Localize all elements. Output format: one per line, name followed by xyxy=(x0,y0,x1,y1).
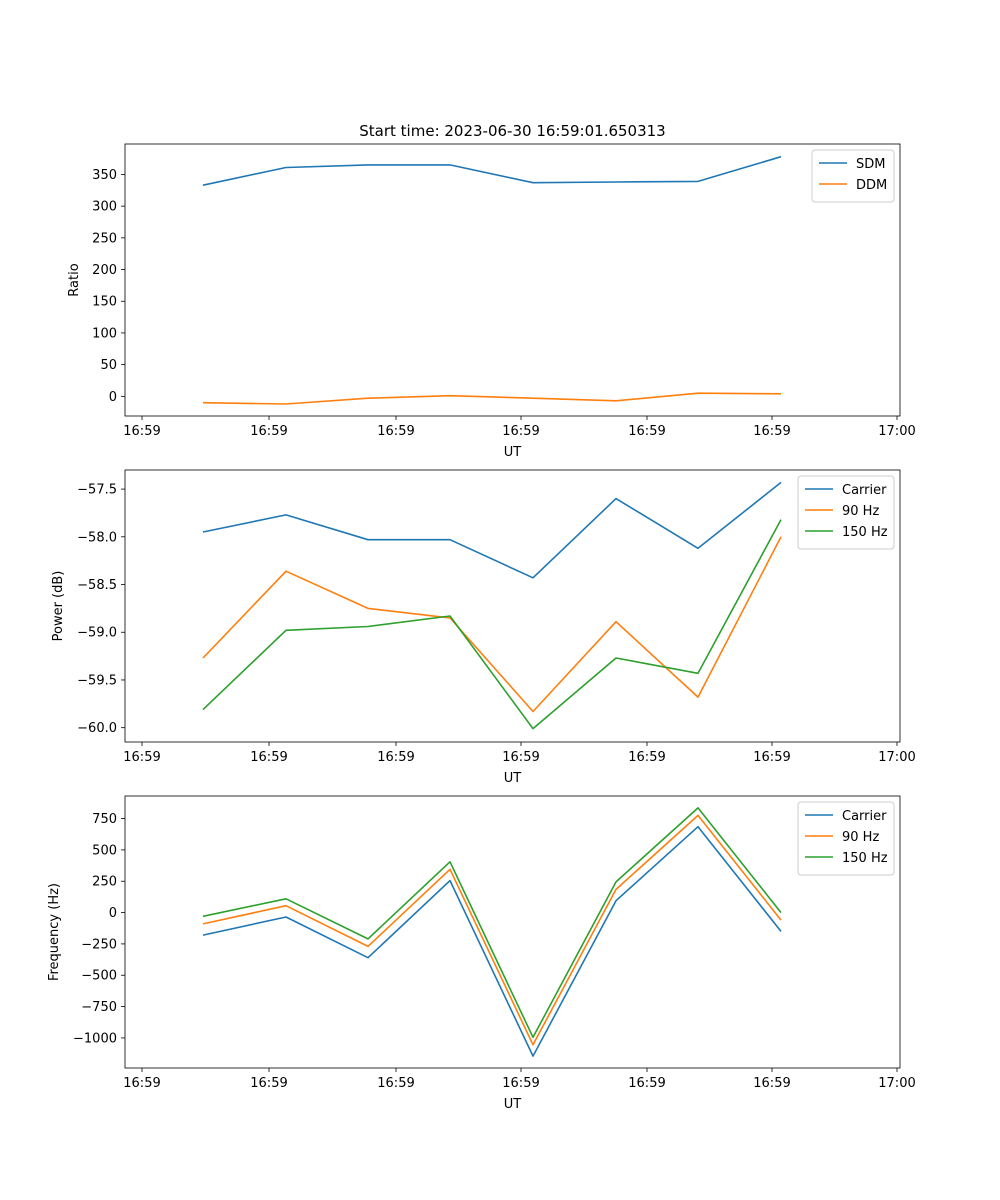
series-line-carrier xyxy=(202,481,782,579)
series-line-sdm xyxy=(202,155,782,186)
series-line-150-hz xyxy=(202,807,782,1039)
y-axis-label: Ratio xyxy=(67,263,82,296)
y-tick-label: −500 xyxy=(81,969,117,984)
y-tick-label: 250 xyxy=(92,231,117,246)
x-tick-label: 16:59 xyxy=(502,1076,539,1091)
x-tick-label: 16:59 xyxy=(123,750,160,765)
legend-label: Carrier xyxy=(842,483,887,498)
y-tick-label: −1000 xyxy=(73,1031,117,1046)
x-axis-label: UT xyxy=(504,1097,522,1112)
y-tick-label: −59.0 xyxy=(77,626,117,641)
x-tick-label: 16:59 xyxy=(753,1076,790,1091)
legend-label: DDM xyxy=(856,178,887,193)
y-tick-label: 750 xyxy=(92,812,117,827)
axes-frame xyxy=(124,143,901,417)
x-tick-label: 16:59 xyxy=(377,750,414,765)
y-tick-label: 100 xyxy=(92,326,117,341)
ratio-subplot: 16:59 16:59 16:59 16:59 16:59 16:59 17:00 UT 0 50… xyxy=(67,143,916,460)
x-tick-label: 16:59 xyxy=(628,750,665,765)
y-tick-label: −60.0 xyxy=(77,721,117,736)
x-tick-label: 16:59 xyxy=(377,424,414,439)
x-tick-label: 16:59 xyxy=(628,1076,665,1091)
axes-frame xyxy=(124,795,901,1069)
x-tick-label: 16:59 xyxy=(123,1076,160,1091)
axes-frame xyxy=(124,469,901,743)
x-tick-label: 16:59 xyxy=(250,424,287,439)
power-subplot: 16:59 16:59 16:59 16:59 16:59 16:59 17:00 UT −60… xyxy=(51,469,916,786)
x-tick-label: 16:59 xyxy=(123,424,160,439)
x-tick-label: 16:59 xyxy=(502,424,539,439)
y-tick-label: −750 xyxy=(81,1000,117,1015)
x-tick-label: 16:59 xyxy=(502,750,539,765)
y-tick-label: 150 xyxy=(92,295,117,310)
legend-label: 150 Hz xyxy=(842,851,888,866)
y-tick-label: 0 xyxy=(109,390,117,405)
y-tick-label: 350 xyxy=(92,168,117,183)
x-tick-label: 17:00 xyxy=(878,424,915,439)
x-tick-label: 17:00 xyxy=(878,750,915,765)
y-tick-label: 50 xyxy=(100,358,117,373)
legend-label: 150 Hz xyxy=(842,525,888,540)
legend-label: SDM xyxy=(856,157,885,172)
x-axis-label: UT xyxy=(504,771,522,786)
series-line-ddm xyxy=(202,392,782,405)
y-tick-label: 0 xyxy=(109,906,117,921)
x-tick-label: 16:59 xyxy=(250,750,287,765)
figure-title: Start time: 2023-06-30 16:59:01.650313 xyxy=(359,122,665,140)
y-tick-label: −58.5 xyxy=(77,578,117,593)
x-tick-label: 16:59 xyxy=(250,1076,287,1091)
y-tick-label: −58.0 xyxy=(77,530,117,545)
y-tick-label: −57.5 xyxy=(77,483,117,498)
y-axis-label: Power (dB) xyxy=(51,571,66,642)
x-tick-label: 16:59 xyxy=(628,424,665,439)
y-tick-label: 300 xyxy=(92,200,117,215)
frequency-subplot: 16:59 16:59 16:59 16:59 16:59 16:59 17:00 UT −10… xyxy=(47,795,916,1112)
legend-label: 90 Hz xyxy=(842,504,879,519)
y-tick-label: 250 xyxy=(92,875,117,890)
series-line-90-hz xyxy=(202,536,782,713)
legend-label: Carrier xyxy=(842,809,887,824)
x-tick-label: 17:00 xyxy=(878,1076,915,1091)
x-axis-label: UT xyxy=(504,445,522,460)
y-tick-label: −250 xyxy=(81,937,117,952)
series-line-90-hz xyxy=(202,814,782,1046)
y-tick-label: 500 xyxy=(92,843,117,858)
x-tick-label: 16:59 xyxy=(753,750,790,765)
y-tick-label: −59.5 xyxy=(77,673,117,688)
series-line-carrier xyxy=(202,825,782,1057)
x-tick-label: 16:59 xyxy=(753,424,790,439)
x-tick-label: 16:59 xyxy=(377,1076,414,1091)
legend-label: 90 Hz xyxy=(842,830,879,845)
series-line-150-hz xyxy=(202,519,782,730)
y-tick-label: 200 xyxy=(92,263,117,278)
y-axis-label: Frequency (Hz) xyxy=(47,883,62,981)
